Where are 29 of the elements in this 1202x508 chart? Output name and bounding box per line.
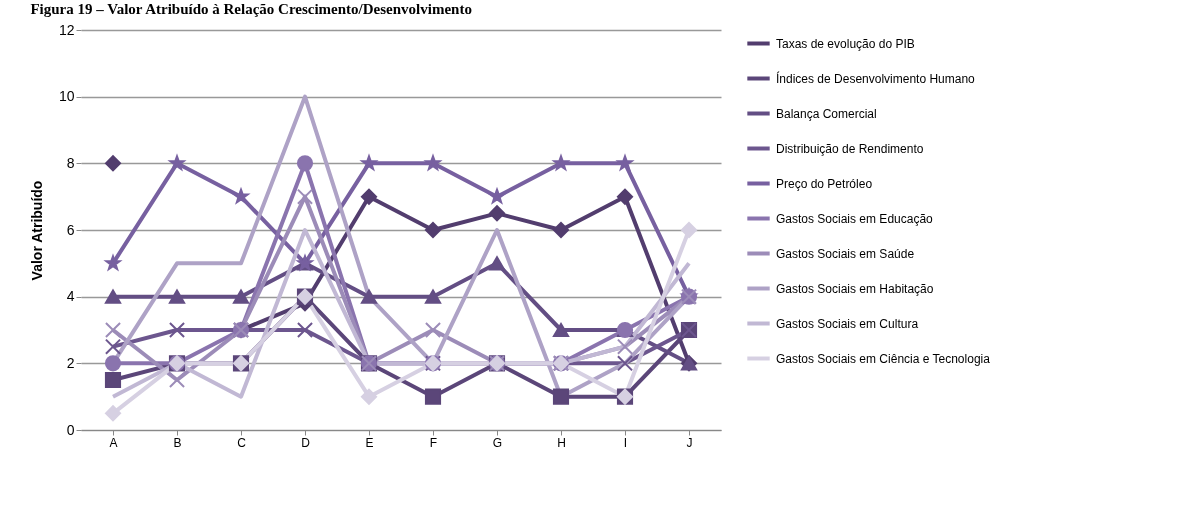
x-tick-label: E <box>365 435 374 450</box>
x-tick-label: I <box>623 435 628 450</box>
y-tick-label: 0 <box>66 421 75 438</box>
legend-label: Índices de Desenvolvimento Humano <box>776 70 976 86</box>
y-tick-label: 12 <box>58 21 75 38</box>
y-tick-label: 10 <box>58 88 75 105</box>
x-tick-label: C <box>237 435 247 450</box>
x-tick-label: G <box>492 435 503 450</box>
legend-label: Gastos Sociais em Educação <box>776 211 934 226</box>
legend-label: Gastos Sociais em Ciência e Tecnologia <box>776 351 991 366</box>
x-tick-label: A <box>109 435 118 450</box>
legend-label: Taxas de evolução do PIB <box>776 36 915 51</box>
x-tick-label: D <box>301 435 311 450</box>
legend-label: Gastos Sociais em Habitação <box>776 281 934 296</box>
x-tick-label: B <box>173 435 182 450</box>
legend-label: Distribuição de Rendimento <box>776 141 924 156</box>
x-tick-label: F <box>429 435 438 450</box>
legend-label: Gastos Sociais em Saúde <box>776 246 915 261</box>
x-tick-label: J <box>686 435 693 450</box>
y-tick-label: 4 <box>66 288 75 305</box>
y-tick-label: 6 <box>66 221 75 238</box>
x-tick-label: H <box>557 435 566 450</box>
legend-label: Balança Comercial <box>776 106 877 121</box>
legend-label: Preço do Petróleo <box>776 176 873 191</box>
legend-label: Gastos Sociais em Cultura <box>776 316 919 331</box>
y-axis-title: Valor Atribuído <box>28 180 45 281</box>
y-tick-label: 2 <box>66 354 75 371</box>
y-tick-label: 8 <box>66 154 75 171</box>
chart-title: Figura 19 – Valor Atribuído à Relação Crescimento/Desenvolvimento <box>30 1 472 17</box>
